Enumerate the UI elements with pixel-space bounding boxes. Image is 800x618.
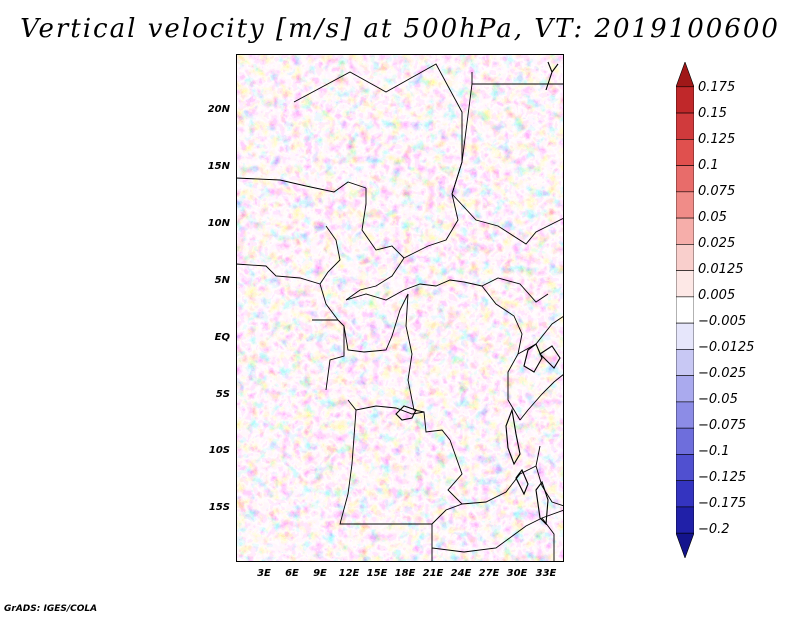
lon-tick-label: 21E [422,568,444,579]
lon-tick-label: 18E [394,568,416,579]
colorbar-cell [676,349,694,376]
colorbar-level-label: 0.125 [698,132,736,147]
lon-tick-label: 9E [313,568,327,579]
lon-tick-label: 3E [257,568,271,579]
colorbar-level-label: −0.025 [698,366,747,381]
lon-tick-label: 24E [450,568,472,579]
lat-tick-label: 10N [207,218,230,229]
lat-tick-label: EQ [214,332,230,343]
lon-tick-label: 27E [478,568,500,579]
colorbar-cell [676,62,694,88]
colorbar-cell [676,139,694,166]
lon-tick-label: 15E [366,568,388,579]
lat-tick-label: 20N [207,104,230,115]
colorbar-cell [676,86,694,114]
colorbar-cell [676,532,694,558]
colorbar-cell [676,244,694,271]
colorbar-level-label: 0.075 [698,184,736,199]
colorbar-cell [676,375,694,403]
colorbar-level-label: −0.2 [698,522,730,537]
lat-tick-label: 15S [208,502,230,513]
colorbar-level-label: 0.1 [698,158,719,173]
credit-text: GrADS: IGES/COLA [4,604,98,614]
colorbar-level-label: −0.1 [698,444,730,459]
colorbar-cell [676,480,694,508]
lon-tick-label: 33E [535,568,557,579]
colorbar-cell [676,217,694,245]
colorbar-level-label: 0.025 [698,236,736,251]
colorbar-level-label: −0.0125 [698,340,755,355]
colorbar-level-label: −0.05 [698,392,738,407]
colorbar-cell [676,401,694,429]
colorbar-level-label: −0.075 [698,418,747,433]
lakes-coast [395,61,561,526]
velocity-field [236,54,564,562]
plot-title: Vertical velocity [m/s] at 500hPa, VT: 2… [20,14,780,44]
colorbar-level-label: 0.005 [698,288,736,303]
lon-tick-label: 12E [338,568,360,579]
lat-tick-label: 15N [207,161,230,172]
lat-tick-label: 10S [208,445,230,456]
colorbar-level-label: −0.125 [698,470,747,485]
lon-tick-label: 30E [506,568,528,579]
colorbar-level-label: −0.175 [698,496,747,511]
colorbar-level-label: 0.0125 [698,262,744,277]
colorbar-cell [676,454,694,481]
colorbar-cell [676,112,694,140]
colorbar-cell [676,270,694,298]
lat-tick-label: 5S [215,389,230,400]
lat-tick-label: 5N [214,275,230,286]
colorbar-cell [676,322,694,350]
colorbar-level-label: 0.05 [698,210,727,225]
colorbar-level-label: 0.175 [698,80,736,95]
map-field [236,54,564,562]
colorbar-cell [676,427,694,455]
colorbar-cell [676,506,694,534]
colorbar-cell [676,165,694,193]
lon-tick-label: 6E [285,568,299,579]
country-borders [236,63,564,562]
colorbar-cell [676,296,694,324]
colorbar-cell [676,191,694,219]
colorbar-level-label: 0.15 [698,106,727,121]
colorbar-level-label: −0.005 [698,314,747,329]
colorbar [676,62,694,558]
